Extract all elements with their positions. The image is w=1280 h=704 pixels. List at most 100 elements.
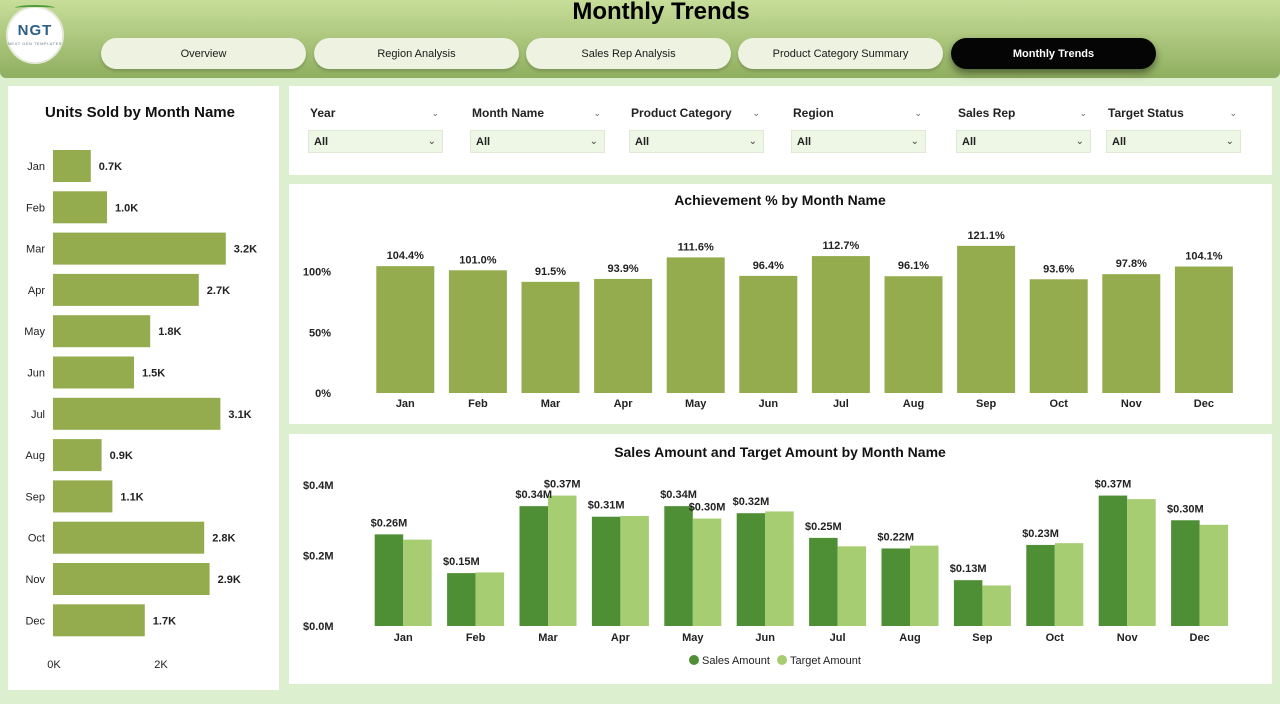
tab-region-analysis[interactable]: Region Analysis (314, 38, 519, 69)
x-tick-label: 0K (47, 659, 61, 671)
filter-value: All (314, 136, 329, 148)
category-label: Jul (830, 632, 846, 644)
target-bar (837, 546, 867, 626)
legend-label: Target Amount (790, 655, 861, 667)
chevron-down-icon[interactable]: ⌄ (431, 108, 439, 118)
units-sold-panel: Units Sold by Month Name Jan 0.7K Feb 1.0K Ma… (8, 86, 279, 690)
data-label: 1.7K (153, 615, 176, 627)
legend-marker (777, 655, 787, 665)
region-dropdown[interactable]: All ⌄ (791, 130, 926, 153)
category-label: Dec (1194, 398, 1214, 410)
logo-text: NGT (17, 21, 53, 39)
legend-label: Sales Amount (702, 655, 770, 667)
target-bar (548, 495, 577, 626)
chart-title: Achievement % by Month Name (674, 192, 886, 208)
bar (521, 281, 580, 393)
tab-sales-rep-analysis[interactable]: Sales Rep Analysis (526, 38, 731, 69)
bar (53, 273, 199, 306)
category-label: Sep (976, 398, 996, 410)
data-label: 1.0K (115, 202, 138, 214)
y-tick-label: $0.4M (303, 480, 334, 492)
category-label: Aug (25, 450, 45, 462)
target-status-dropdown[interactable]: All ⌄ (1106, 130, 1241, 153)
data-label: 91.5% (535, 266, 566, 278)
page-title: Monthly Trends (572, 0, 750, 25)
target-bar (1054, 543, 1084, 626)
category-label: Oct (1050, 398, 1069, 410)
data-label: $0.13M (950, 563, 987, 575)
chevron-down-icon[interactable]: ⌄ (1229, 108, 1237, 118)
category-label: Mar (541, 398, 561, 410)
filter-label: Sales Rep (958, 106, 1016, 120)
category-label: Aug (903, 398, 924, 410)
data-label: 96.4% (753, 260, 784, 272)
target-bar (765, 511, 794, 626)
filter-value: All (635, 136, 650, 148)
filter-label: Year (310, 106, 336, 120)
category-label: Dec (25, 615, 45, 627)
product-category-dropdown[interactable]: All ⌄ (629, 130, 764, 153)
target-bar (1199, 524, 1229, 626)
bar (53, 150, 91, 182)
sales-bar (447, 573, 476, 626)
filter-label: Region (793, 106, 834, 120)
dropdown-arrow-icon: ⌄ (1225, 136, 1234, 147)
bar (53, 397, 221, 430)
sales-bar (1098, 495, 1128, 626)
category-label: Jun (27, 368, 45, 380)
bar (957, 245, 1016, 393)
category-label: Jun (755, 632, 775, 644)
category-label: Feb (26, 202, 45, 214)
sales-target-chart: Sales Amount and Target Amount by Month … (303, 444, 1229, 667)
category-label: Feb (466, 632, 486, 644)
sales-bar (881, 548, 910, 626)
category-label: Oct (1046, 632, 1065, 644)
data-label: 93.9% (607, 263, 638, 275)
sales-bar (519, 506, 548, 626)
tab-overview[interactable]: Overview (101, 38, 306, 69)
data-label: $0.26M (371, 517, 408, 529)
category-label: Nov (25, 574, 45, 586)
data-label: $0.32M (733, 496, 770, 508)
chevron-down-icon[interactable]: ⌄ (914, 108, 922, 118)
data-label: 104.1% (1185, 251, 1223, 263)
target-bar (1127, 499, 1156, 626)
logo-subtext: NEXT GEN TEMPLATES (8, 40, 62, 46)
chevron-down-icon[interactable]: ⌄ (593, 108, 601, 118)
data-label: $0.25M (805, 521, 842, 533)
data-label: 0.9K (110, 450, 133, 462)
ngt-logo: NGT NEXT GEN TEMPLATES (6, 4, 64, 64)
tab-monthly-trends[interactable]: Monthly Trends (951, 38, 1156, 69)
sales-rep-dropdown[interactable]: All ⌄ (956, 130, 1091, 153)
category-label: Jan (394, 632, 413, 644)
data-label: 93.6% (1043, 263, 1074, 275)
category-label: May (685, 398, 707, 410)
filters-panel: Year ⌄ All ⌄ Month Name ⌄ All ⌄ Product … (289, 86, 1272, 175)
achievement-chart: Achievement % by Month Name 0% 50% 100% 104.… (303, 192, 1233, 410)
filter-value: All (476, 136, 491, 148)
chevron-down-icon[interactable]: ⌄ (752, 108, 760, 118)
units-sold-chart: Units Sold by Month Name Jan 0.7K Feb 1.0K Ma… (24, 104, 257, 671)
sales-bar (809, 537, 838, 626)
y-tick-label: 100% (303, 267, 331, 279)
dropdown-arrow-icon: ⌄ (1075, 136, 1084, 147)
sales-bar (736, 513, 766, 626)
chevron-down-icon[interactable]: ⌄ (1079, 108, 1087, 118)
target-bar (982, 585, 1011, 626)
data-label: 1.8K (158, 326, 181, 338)
data-label: 97.8% (1116, 258, 1147, 270)
category-label: Sep (972, 632, 992, 644)
tab-product-category-summary[interactable]: Product Category Summary (738, 38, 943, 69)
data-label: 112.7% (823, 240, 860, 252)
filter-value: All (797, 136, 812, 148)
category-label: Apr (614, 398, 634, 410)
target-bar (403, 539, 432, 626)
category-label: Mar (26, 244, 45, 256)
sales-bar (1171, 520, 1200, 626)
month-name-dropdown[interactable]: All ⌄ (470, 130, 605, 153)
data-label: $0.30M (1167, 503, 1204, 515)
data-label: $0.34M (660, 489, 697, 501)
data-label: 111.6% (678, 241, 714, 253)
category-label: Jul (31, 409, 45, 421)
year-dropdown[interactable]: All ⌄ (308, 130, 443, 153)
